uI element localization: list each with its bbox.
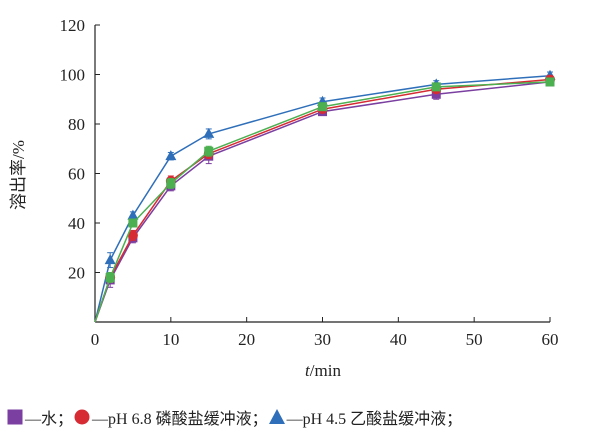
- x-tick-label: 20: [238, 330, 255, 349]
- legend-item-1: —水；: [6, 405, 73, 429]
- data-point: [318, 102, 327, 112]
- data-point: [431, 82, 441, 92]
- series-layer: [94, 69, 556, 323]
- x-tick-label: 60: [542, 330, 559, 349]
- axes: 20 40 60 80 100 120 0 10 20 30 40 50 60: [60, 16, 559, 349]
- y-tick-label: 20: [68, 264, 85, 283]
- legend-label: —pH 4.5 乙酸盐缓冲液；: [286, 411, 463, 428]
- series-line: [94, 81, 551, 323]
- y-tick-label: 100: [60, 66, 86, 85]
- chart-svg: 20 40 60 80 100 120 0 10 20 30 40 50 60 溶出率/% t/min: [9, 16, 559, 380]
- legend-item-3: —pH 4.5 乙酸盐缓冲液；: [268, 405, 463, 429]
- x-tick-label: 10: [162, 330, 179, 349]
- data-point: [204, 146, 214, 156]
- data-point: [203, 127, 215, 138]
- data-point: [105, 272, 115, 282]
- data-point: [127, 230, 138, 241]
- legend-label: —pH 6.8 磷酸盐缓冲液；: [92, 411, 268, 428]
- legend-triangle-icon: [268, 408, 286, 426]
- data-point: [166, 178, 176, 188]
- legend-item-2: —pH 6.8 磷酸盐缓冲液；: [73, 405, 268, 429]
- y-tick-label: 80: [68, 115, 85, 134]
- y-tick-label: 60: [68, 165, 85, 184]
- x-axis-title: t/min: [305, 361, 341, 380]
- series-4: [94, 77, 555, 323]
- legend-square-icon: [6, 408, 24, 426]
- series-line: [94, 74, 551, 323]
- series-1: [94, 77, 555, 323]
- data-point: [127, 209, 139, 220]
- data-point: [545, 77, 555, 87]
- x-tick-label: 0: [91, 330, 100, 349]
- data-point: [104, 254, 116, 265]
- x-tick-label: 40: [390, 330, 407, 349]
- y-tick-label: 40: [68, 214, 85, 233]
- data-point: [165, 150, 177, 161]
- x-tick-label: 50: [466, 330, 483, 349]
- series-2: [94, 74, 555, 323]
- y-tick-label: 120: [60, 16, 86, 35]
- legend-label: —水；: [25, 411, 74, 428]
- legend-circle-icon: [73, 408, 91, 426]
- series-line: [94, 81, 551, 323]
- x-axis-title-variable: t: [305, 361, 311, 380]
- data-point: [128, 218, 138, 228]
- x-tick-label: 30: [314, 330, 331, 349]
- x-axis-title-unit: /min: [310, 361, 342, 380]
- legend: —水； —pH 6.8 磷酸盐缓冲液； —pH 4.5 乙酸盐缓冲液；: [6, 404, 596, 430]
- y-axis-title: 溶出率/%: [9, 140, 28, 210]
